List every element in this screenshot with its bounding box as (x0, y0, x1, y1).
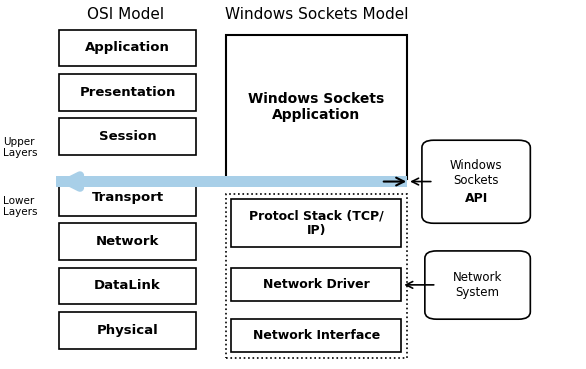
Text: Windows Sockets
Application: Windows Sockets Application (248, 92, 384, 122)
Text: Lower
Layers: Lower Layers (3, 196, 38, 217)
Text: Transport: Transport (91, 191, 163, 204)
Bar (59, 179, 196, 216)
Text: Windows Sockets Model: Windows Sockets Model (224, 7, 408, 22)
Text: Protocl Stack (TCP/
IP): Protocl Stack (TCP/ IP) (249, 209, 384, 237)
FancyBboxPatch shape (422, 140, 530, 223)
Text: Upper
Layers: Upper Layers (3, 137, 38, 158)
Bar (56, 176, 407, 187)
Text: Network Interface: Network Interface (253, 329, 380, 342)
Text: Network Driver: Network Driver (263, 277, 370, 291)
Text: OSI Model: OSI Model (87, 7, 165, 22)
Bar (59, 30, 196, 66)
Bar (231, 319, 401, 352)
Bar (226, 35, 407, 179)
Text: Application: Application (85, 41, 170, 55)
Bar (59, 223, 196, 260)
Bar (59, 118, 196, 155)
Text: Session: Session (98, 130, 156, 143)
Bar (231, 199, 401, 247)
Bar (59, 268, 196, 304)
Bar (59, 312, 196, 349)
Text: Physical: Physical (97, 324, 158, 337)
Text: Windows
Sockets: Windows Sockets (450, 159, 502, 186)
Bar (59, 74, 196, 111)
Bar (231, 268, 401, 301)
Text: DataLink: DataLink (94, 279, 161, 293)
Text: Network
System: Network System (453, 271, 502, 299)
Text: Network: Network (96, 235, 159, 248)
Bar (226, 194, 407, 358)
Text: Presentation: Presentation (79, 86, 176, 99)
Text: API: API (465, 192, 488, 205)
FancyBboxPatch shape (425, 251, 530, 319)
